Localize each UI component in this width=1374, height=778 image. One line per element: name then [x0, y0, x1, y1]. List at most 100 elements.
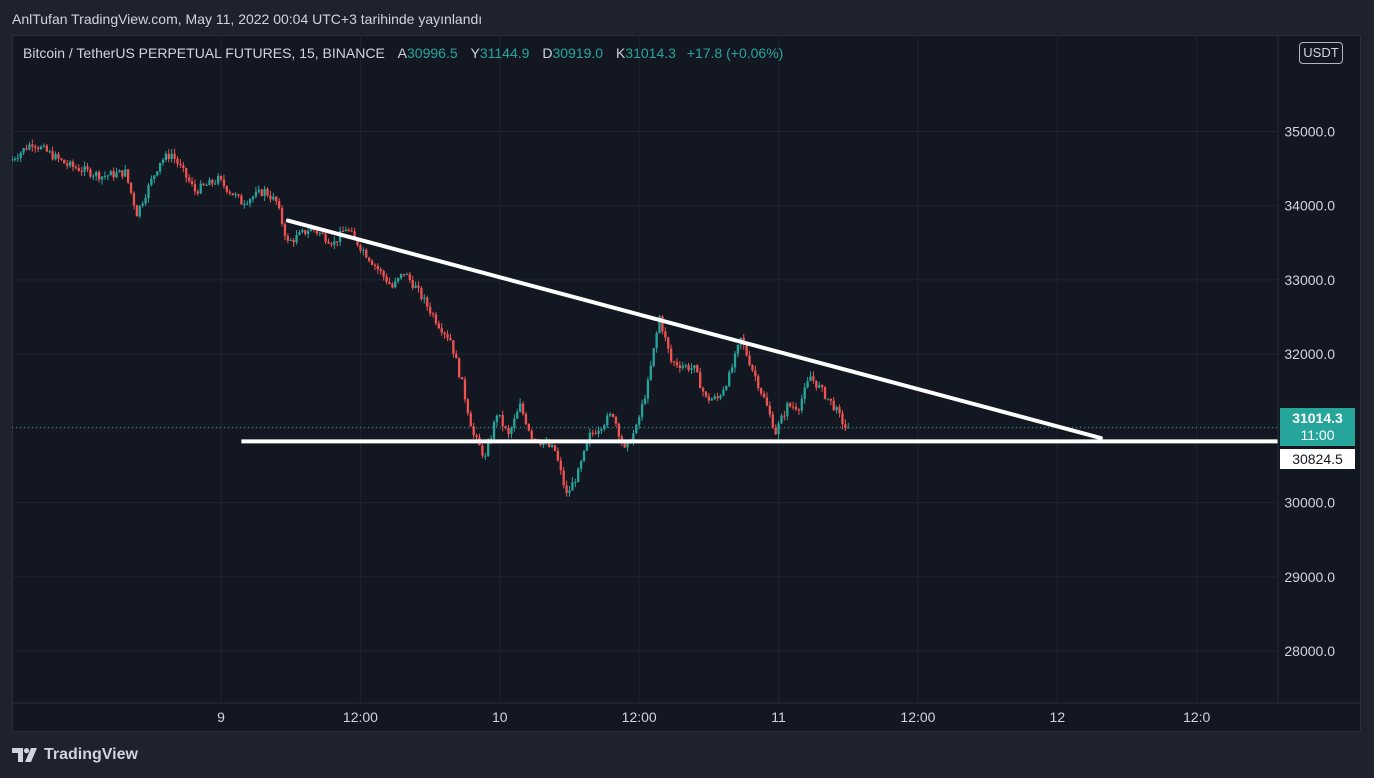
candle-body — [144, 198, 147, 204]
candle-body — [25, 148, 28, 150]
candle-body — [835, 407, 838, 411]
candle-body — [751, 365, 754, 371]
candle-body — [336, 241, 339, 243]
candle-body — [292, 239, 295, 243]
candle-body — [530, 430, 533, 439]
candle-body — [196, 191, 199, 194]
candle-body — [632, 433, 635, 444]
chart-frame[interactable] — [12, 35, 1361, 732]
candle-body — [704, 391, 708, 397]
candle-body — [286, 235, 290, 241]
candle-body — [771, 414, 774, 428]
candle-body — [664, 331, 667, 338]
candle-body — [100, 176, 104, 180]
candle-body — [669, 348, 673, 362]
candle-body — [449, 337, 452, 341]
candle-body — [219, 176, 223, 180]
candle-body — [373, 264, 377, 266]
candle-body — [399, 273, 403, 278]
candle-body — [176, 158, 179, 164]
candle-body — [797, 409, 801, 411]
candle-body — [678, 365, 681, 368]
currency-button[interactable]: USDT — [1299, 42, 1343, 64]
close-label: K — [615, 45, 626, 61]
candle-body — [179, 163, 182, 166]
tradingview-logo[interactable]: TradingView — [12, 746, 138, 764]
candle-body — [304, 230, 307, 234]
candle-body — [550, 445, 554, 447]
candle-body — [97, 172, 101, 180]
candle-body — [484, 455, 487, 457]
candle-body — [672, 361, 676, 363]
candle-body — [762, 393, 766, 398]
candle-body — [495, 415, 499, 423]
candle-body — [164, 153, 168, 160]
candle-body — [382, 270, 385, 277]
time-tick-label: 9 — [217, 709, 225, 725]
candle-body — [463, 379, 467, 400]
candle-body — [112, 171, 115, 178]
candle-body — [376, 265, 380, 270]
candle-body — [577, 468, 580, 483]
candle-body — [687, 365, 690, 371]
candle-body — [118, 170, 121, 173]
time-tick-label: 12:00 — [622, 709, 657, 725]
candle-body — [582, 450, 586, 462]
candle-body — [34, 146, 37, 148]
candlestick-chart[interactable]: 35000.0 34000.0 33000.0 32000.0 30000.0 29000… — [12, 35, 1361, 732]
candle-body — [330, 243, 333, 245]
candle-body — [719, 395, 722, 399]
candle-body — [826, 398, 830, 400]
high-value: 31144.9 — [479, 45, 530, 61]
candle-body — [513, 418, 516, 428]
candle-body — [263, 188, 266, 196]
candle-body — [803, 387, 806, 399]
bar-countdown: 11:00 — [1300, 427, 1335, 443]
candle-body — [562, 470, 565, 486]
candle-body — [524, 413, 528, 425]
candle-body — [147, 185, 150, 199]
time-axis: 9 12:00 10 12:00 11 12:00 12 12:0 — [12, 702, 1361, 725]
candle-body — [388, 282, 391, 284]
candle-body — [521, 403, 525, 414]
candle-body — [716, 396, 719, 399]
candle-body — [588, 432, 591, 443]
candle-body — [156, 171, 159, 176]
candle-body — [693, 365, 696, 369]
candle-body — [623, 442, 626, 448]
price-tick-label: 33000.0 — [1284, 272, 1335, 288]
candle-body — [559, 460, 562, 471]
candle-body — [307, 231, 310, 234]
candle-body — [611, 413, 615, 417]
candle-body — [66, 163, 69, 166]
candle-body — [458, 358, 461, 378]
candle-body — [248, 199, 252, 204]
candle-body — [690, 368, 693, 371]
candle-body — [327, 241, 330, 244]
candle-body — [696, 365, 699, 373]
candle-body — [469, 413, 472, 427]
low-value: 30919.0 — [552, 45, 604, 61]
candle-body — [565, 485, 568, 493]
candle-body — [553, 445, 557, 451]
candle-body — [440, 328, 443, 333]
support-price-tag: 30824.5 — [1280, 449, 1355, 469]
candle-body — [48, 151, 51, 153]
time-tick-label: 11 — [771, 709, 786, 725]
candle-body — [815, 380, 818, 388]
candle-body — [370, 260, 374, 265]
candle-body — [591, 432, 594, 434]
low-label: D — [542, 45, 553, 61]
candle-body — [187, 177, 191, 182]
candle-body — [649, 365, 652, 381]
candle-body — [109, 171, 112, 176]
candle-body — [443, 332, 446, 335]
candle-body — [789, 403, 792, 407]
candle-body — [472, 426, 475, 436]
candle-body — [280, 208, 284, 224]
candle-body — [699, 372, 702, 389]
candle-body — [408, 274, 411, 280]
change-value: +17.8 (+0.06%) — [686, 45, 784, 61]
candle-body — [394, 281, 397, 288]
candle-body — [205, 185, 208, 187]
